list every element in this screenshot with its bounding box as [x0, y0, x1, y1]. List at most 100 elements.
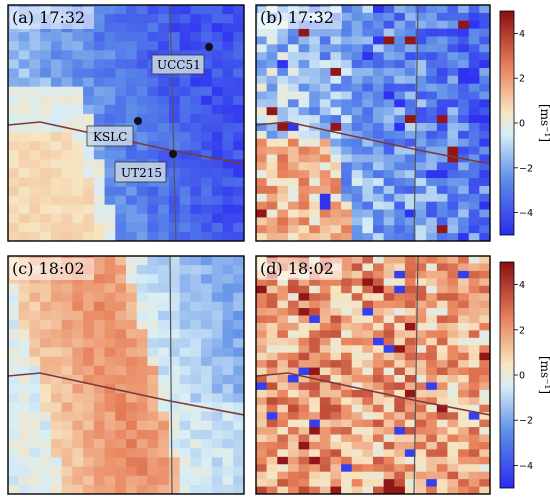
heatmap-cell [309, 130, 321, 140]
heatmap-cell [190, 222, 202, 233]
heatmap-cell [256, 486, 268, 494]
heatmap-cell [426, 486, 438, 494]
heatmap-cell [383, 154, 395, 163]
heatmap-cell [383, 162, 395, 171]
heatmap-cell [126, 204, 138, 215]
heatmap-cell [415, 52, 427, 61]
heatmap-cell [351, 162, 363, 171]
heatmap-cell [362, 404, 374, 413]
heatmap-cell [211, 347, 223, 358]
heatmap-cell [319, 397, 331, 406]
heatmap-cell [115, 439, 127, 449]
heatmap-cell [309, 67, 321, 77]
heatmap-cell [179, 256, 191, 266]
heatmap-cell [330, 28, 342, 37]
heatmap-cell [479, 389, 490, 398]
heatmap-cell [115, 448, 127, 458]
heatmap-cell [341, 5, 353, 14]
heatmap-cell [362, 138, 374, 147]
heatmap-cell [383, 185, 395, 195]
heatmap-cell [319, 75, 331, 85]
heatmap-cell [104, 338, 116, 348]
heatmap-cell [287, 107, 299, 116]
heatmap-cell [179, 159, 191, 169]
panel-b-label-box [258, 7, 342, 29]
heatmap-cell [362, 263, 374, 272]
heatmap-cell [330, 382, 342, 391]
heatmap-cell [277, 471, 289, 480]
heatmap-cell [211, 292, 223, 303]
heatmap-cell [468, 123, 480, 132]
heatmap-cell [415, 389, 427, 398]
heatmap-cell [362, 441, 374, 450]
heatmap-cell [158, 429, 170, 440]
heatmap-cell [211, 256, 223, 266]
heatmap-cell [468, 486, 480, 494]
heatmap-cell [266, 419, 278, 428]
heatmap-cell [40, 150, 52, 160]
heatmap-cell [341, 360, 353, 368]
heatmap-cell [309, 193, 321, 203]
heatmap-cell [104, 265, 116, 275]
heatmap-cell [115, 274, 127, 284]
heatmap-cell [211, 177, 223, 187]
heatmap-cell [190, 292, 202, 303]
heatmap-cell [458, 185, 470, 195]
panel-d-heatmap [256, 256, 490, 494]
heatmap-cell [351, 471, 363, 480]
heatmap-cell [72, 50, 84, 60]
heatmap-cell [61, 429, 73, 440]
heatmap-cell [383, 178, 395, 187]
heatmap-cell [394, 138, 406, 147]
heatmap-cell [158, 411, 170, 422]
panel-d-frame [255, 255, 491, 495]
heatmap-cell [362, 178, 374, 187]
heatmap-cell [394, 185, 406, 195]
heatmap-cell [256, 308, 268, 316]
heatmap-cell [330, 162, 342, 171]
heatmap-cell [447, 367, 459, 376]
heatmap-cell [330, 479, 342, 487]
heatmap-cell [126, 292, 138, 303]
panel-c: (c) 18:02 [7, 255, 245, 495]
heatmap-cell [233, 14, 244, 24]
heatmap-cell [168, 375, 181, 385]
heatmap-cell [468, 225, 480, 234]
heatmap-cell [298, 217, 310, 226]
heatmap-cell [479, 419, 490, 428]
heatmap-cell [341, 300, 353, 309]
heatmap-cell [158, 393, 170, 403]
heatmap-cell [18, 320, 30, 330]
heatmap-cell [256, 375, 268, 383]
heatmap-cell [211, 86, 223, 97]
heatmap-cell [341, 91, 353, 100]
heatmap-cell [168, 113, 181, 124]
heatmap-cell [136, 475, 148, 486]
heatmap-cell [447, 256, 459, 264]
heatmap-cell [436, 449, 448, 458]
heatmap-cell [394, 178, 406, 187]
heatmap-cell [351, 209, 363, 218]
heatmap-cell [287, 434, 299, 443]
heatmap-cell [266, 107, 278, 116]
heatmap-cell [29, 365, 41, 376]
heatmap-cell [458, 382, 470, 391]
heatmap-cell [330, 233, 342, 241]
heatmap-cell [115, 301, 127, 312]
heatmap-cell [298, 427, 310, 435]
heatmap-cell [158, 132, 170, 142]
heatmap-cell [426, 209, 438, 218]
heatmap-cell [61, 420, 73, 431]
heatmap-cell [50, 150, 63, 160]
heatmap-cell [147, 439, 159, 449]
heatmap-cell [447, 427, 459, 435]
heatmap-cell [266, 486, 278, 494]
heatmap-cell [394, 330, 406, 339]
heatmap-cell [383, 225, 395, 234]
heatmap-cell [373, 138, 385, 147]
heatmap-cell [83, 365, 95, 376]
heatmap-cell [351, 83, 363, 92]
heatmap-cell [373, 486, 385, 494]
heatmap-cell [341, 256, 353, 264]
heatmap-cell [458, 375, 470, 383]
